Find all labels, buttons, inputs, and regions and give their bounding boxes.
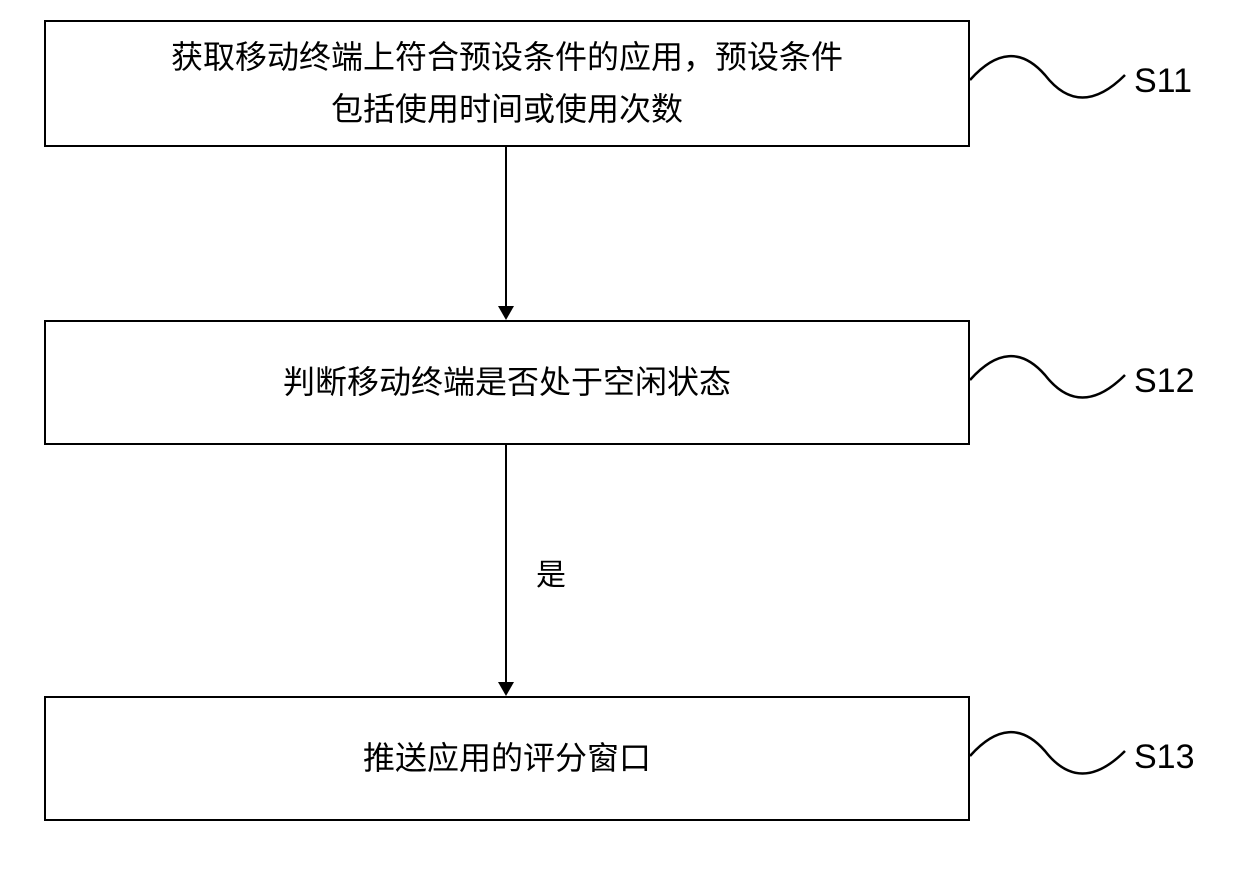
flowchart-node-1: 获取移动终端上符合预设条件的应用，预设条件包括使用时间或使用次数 xyxy=(44,20,970,147)
edge-label-yes: 是 xyxy=(536,550,566,594)
arrow-head-1 xyxy=(498,306,514,320)
step-label-2: S12 xyxy=(1134,362,1195,401)
flowchart-node-3: 推送应用的评分窗口 xyxy=(44,696,970,821)
connector-curve-2 xyxy=(970,340,1130,420)
step-label-3: S13 xyxy=(1134,738,1195,777)
arrow-head-2 xyxy=(498,682,514,696)
node-text: 获取移动终端上符合预设条件的应用，预设条件包括使用时间或使用次数 xyxy=(171,32,843,134)
arrow-line-1 xyxy=(505,147,507,306)
step-label-1: S11 xyxy=(1134,62,1192,101)
connector-curve-3 xyxy=(970,716,1130,796)
node-text: 判断移动终端是否处于空闲状态 xyxy=(283,357,731,408)
arrow-line-2 xyxy=(505,445,507,682)
flowchart-container: 获取移动终端上符合预设条件的应用，预设条件包括使用时间或使用次数 S11 判断移… xyxy=(44,20,1194,860)
connector-curve-1 xyxy=(970,40,1130,120)
flowchart-node-2: 判断移动终端是否处于空闲状态 xyxy=(44,320,970,445)
node-text: 推送应用的评分窗口 xyxy=(363,733,651,784)
